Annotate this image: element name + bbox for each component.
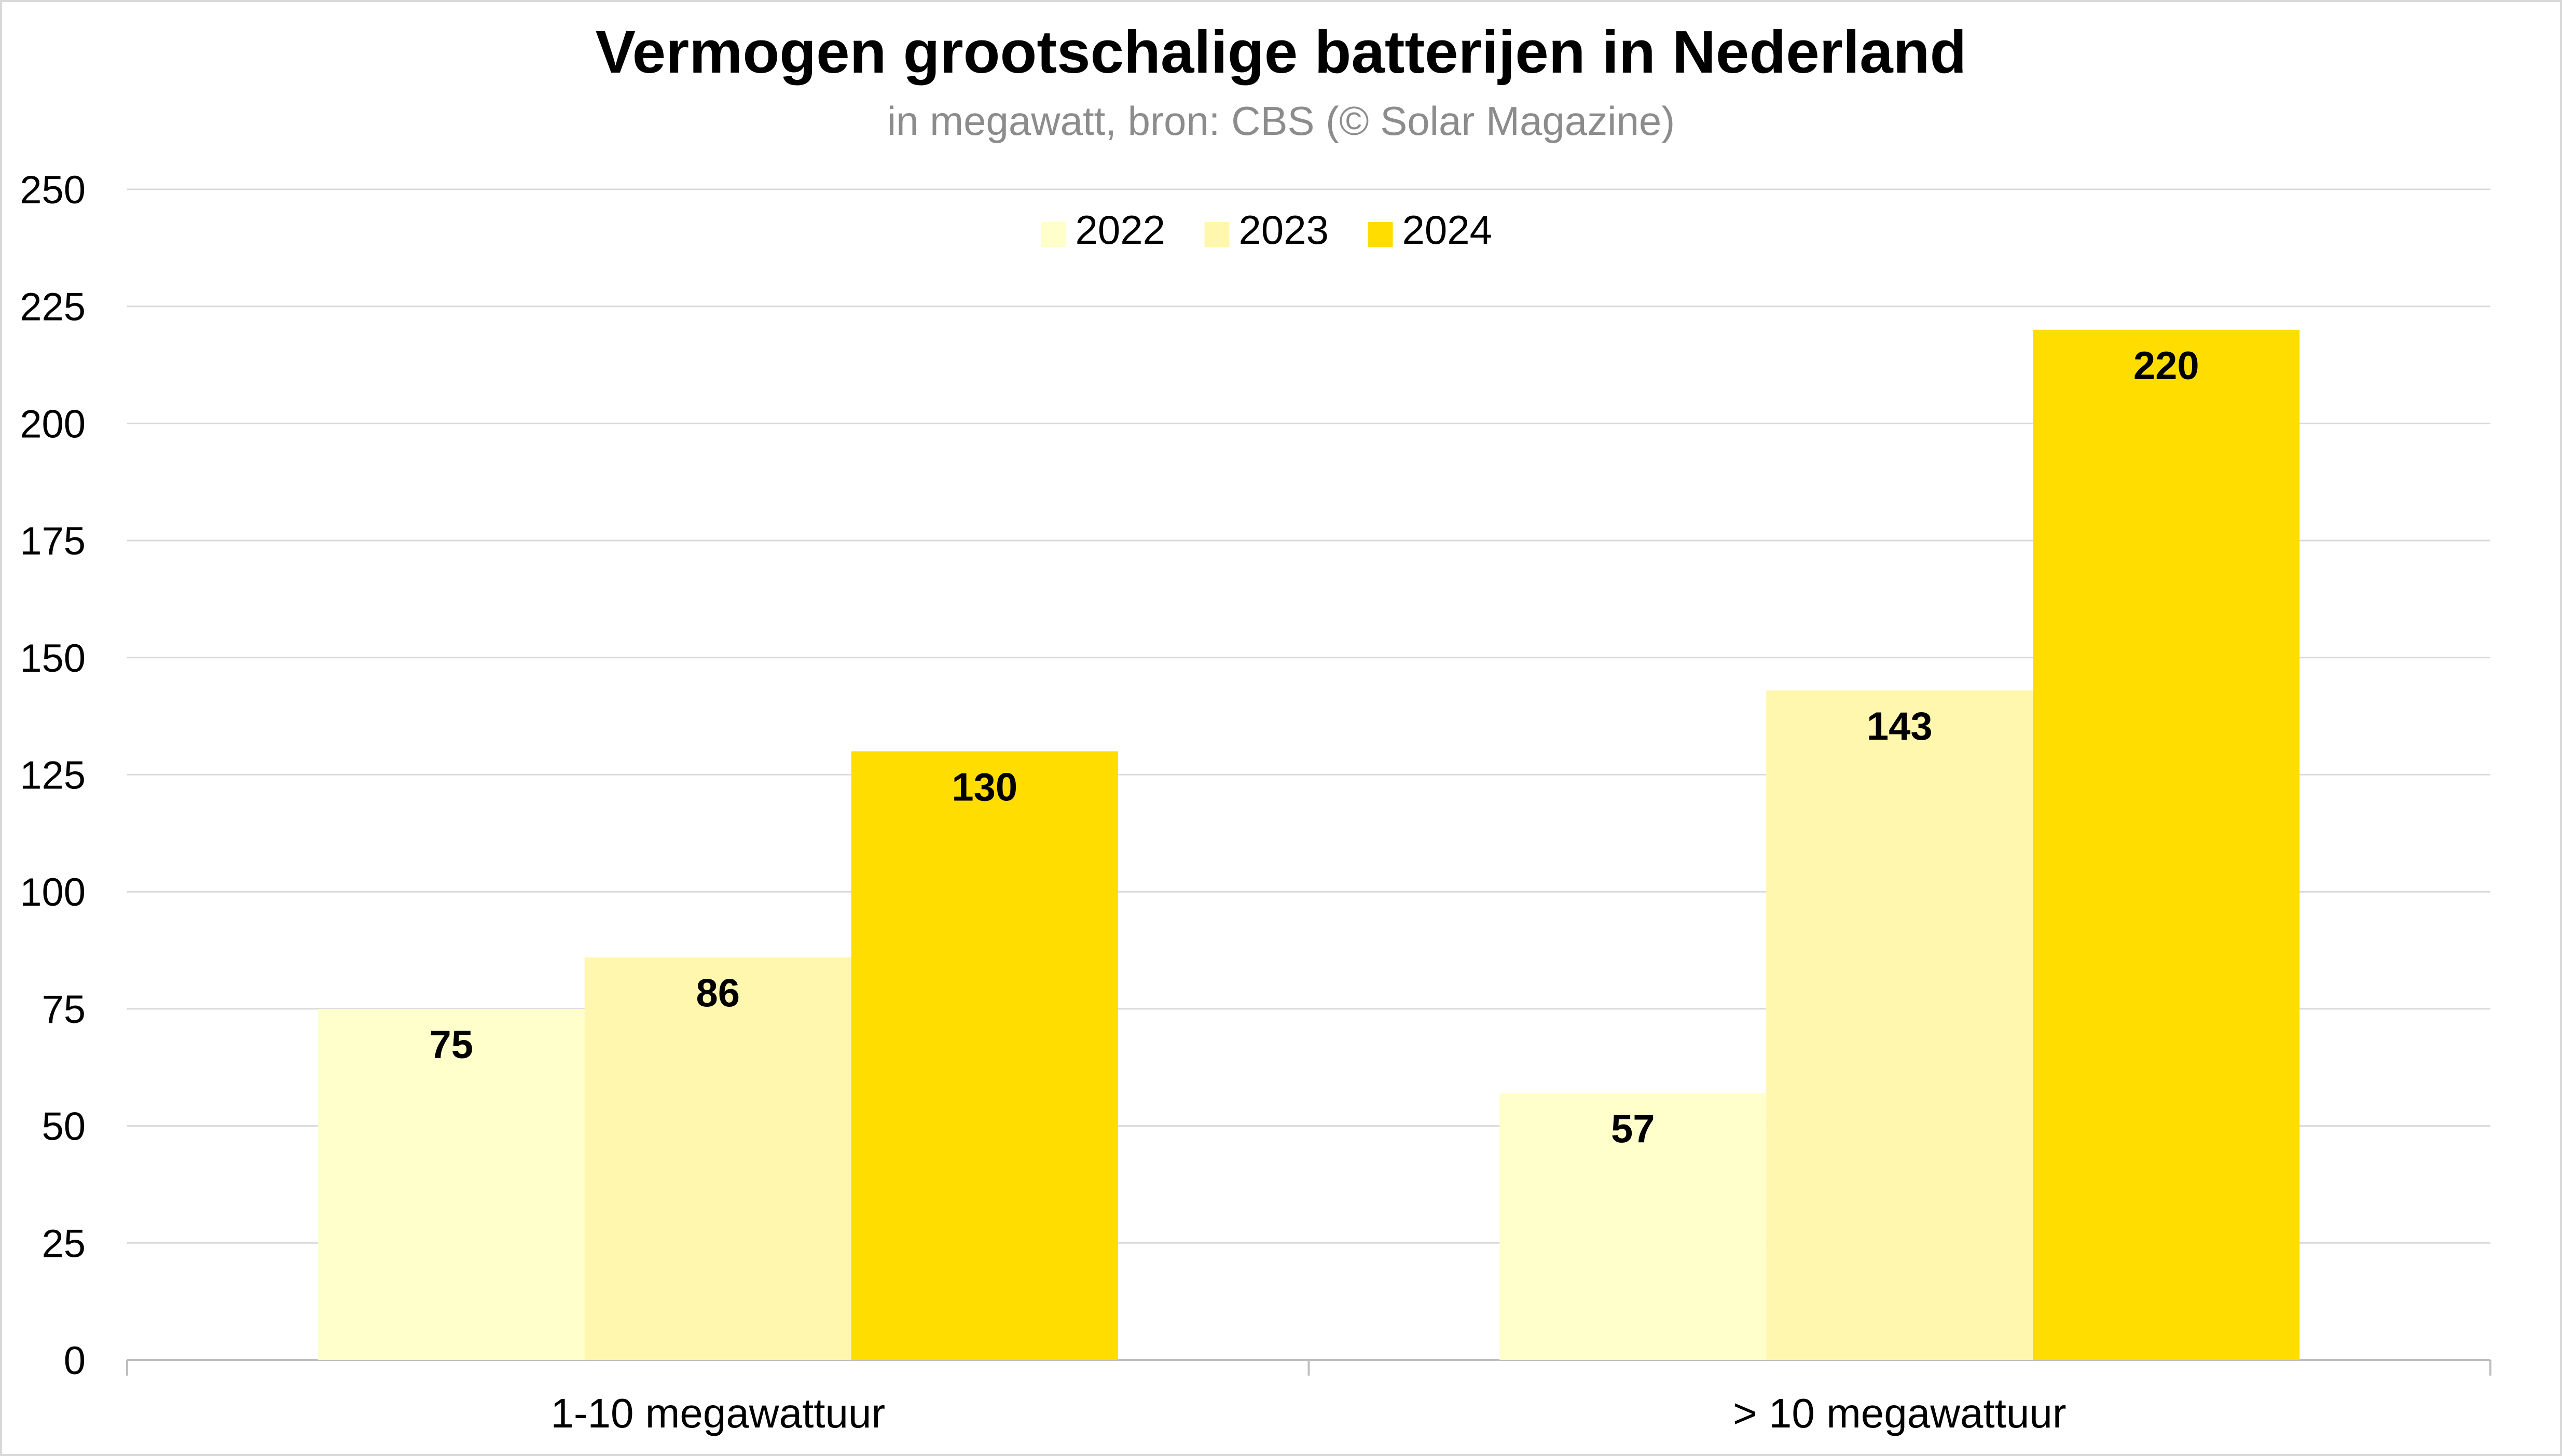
legend-swatch-2024 (1368, 222, 1393, 247)
legend-swatch-2022 (1041, 222, 1066, 247)
y-tick-label: 225 (20, 285, 86, 329)
y-tick-label: 100 (20, 870, 86, 914)
y-tick-label: 0 (64, 1339, 86, 1383)
chart-subtitle: in megawatt, bron: CBS (© Solar Magazine… (887, 98, 1675, 144)
data-label: 130 (952, 765, 1017, 809)
data-labels: 75 86 130 57 143 220 (429, 344, 2199, 1152)
bar-2024-1 (851, 751, 1118, 1360)
y-tick-label: 200 (20, 402, 86, 446)
data-label: 143 (1867, 704, 1933, 748)
x-category-label: 1-10 megawattuur (550, 1390, 885, 1436)
legend-label: 2022 (1076, 207, 1166, 253)
y-tick-label: 125 (20, 754, 86, 798)
data-label: 57 (1611, 1107, 1655, 1151)
chart-title: Vermogen grootschalige batterijen in Ned… (596, 18, 1967, 86)
legend-label: 2023 (1239, 207, 1329, 253)
y-axis-tick-labels: 0 25 50 75 100 125 150 175 200 225 250 (20, 168, 86, 1383)
legend-label: 2024 (1402, 207, 1493, 253)
y-tick-label: 150 (20, 636, 86, 681)
legend: 2022 2023 2024 (1041, 207, 1493, 253)
bar-2022-2 (1499, 1093, 1767, 1360)
bar-2023-2 (1766, 690, 2033, 1360)
y-tick-label: 25 (42, 1222, 86, 1266)
legend-swatch-2023 (1204, 222, 1230, 247)
y-tick-label: 75 (42, 988, 86, 1032)
y-tick-label: 175 (20, 519, 86, 563)
bar-2022-1 (318, 1008, 585, 1360)
bar-group (318, 329, 2300, 1360)
data-label: 220 (2133, 344, 2199, 388)
y-tick-label: 250 (20, 168, 86, 212)
data-label: 86 (696, 972, 740, 1016)
bar-2023-1 (584, 957, 851, 1360)
x-axis: 1-10 megawattuur > 10 megawattuur (126, 1360, 2491, 1436)
data-label: 75 (429, 1023, 473, 1067)
x-category-label: > 10 megawattuur (1733, 1390, 2067, 1436)
bar-2024-2 (2033, 329, 2300, 1360)
y-tick-label: 50 (42, 1105, 86, 1149)
